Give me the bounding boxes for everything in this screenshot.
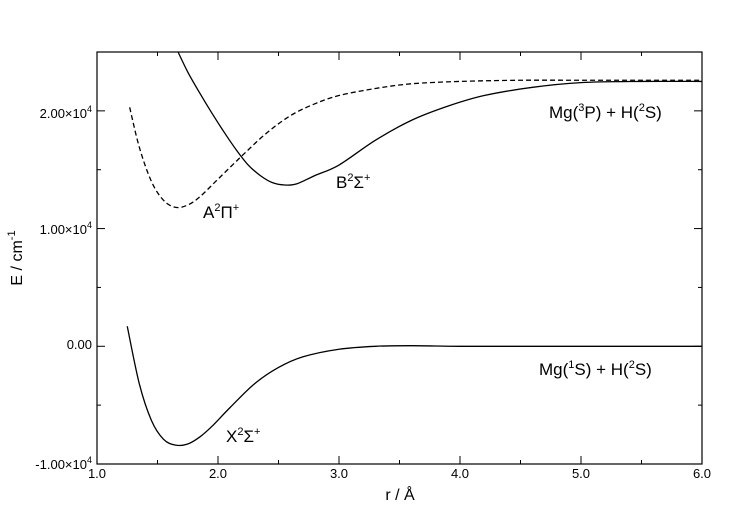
x-tick-label-1: 1.0 [88, 466, 106, 481]
y-tick-label-10000: 1.00×104 [40, 220, 92, 237]
y-axis-label-sup: -1 [6, 230, 18, 240]
y-tick-label-neg10000: -1.00×104 [35, 455, 92, 472]
x-state-curve [126, 326, 702, 447]
y-tick-mantissa: -1.00×10 [35, 457, 87, 472]
y-tick-mantissa: 1.00×10 [40, 222, 87, 237]
y-tick-exponent: 4 [87, 220, 92, 230]
y-axis-label-main: E / cm [9, 240, 26, 285]
x-axis-label: r / Å [385, 485, 415, 504]
x-state-label: X2Σ+ [226, 426, 260, 446]
b-state-curve [177, 51, 703, 186]
x-tick-label-5: 5.0 [572, 466, 590, 481]
x-tick-label-4: 4.0 [451, 466, 469, 481]
x-tick-label-2: 2.0 [209, 466, 227, 481]
b-state-label: B2Σ+ [336, 172, 370, 192]
y-tick-exponent: 4 [87, 455, 92, 465]
y-axis-label: E / cm-1 [6, 230, 26, 285]
x-tick-label-3: 3.0 [330, 466, 348, 481]
a-state-label: A2Π+ [203, 202, 239, 222]
axis-ticks [96, 52, 703, 465]
y-tick-label-0: 0.00 [67, 337, 92, 352]
curves [126, 51, 703, 447]
x-tick-label-6: 6.0 [693, 466, 711, 481]
a-state-curve [129, 79, 702, 209]
y-tick-label-20000: 2.00×104 [40, 104, 92, 121]
excited-asymptote-label: Mg(3P) + H(2S) [549, 102, 662, 122]
y-tick-exponent: 4 [87, 104, 92, 114]
ground-asymptote-label: Mg(1S) + H(2S) [539, 359, 652, 379]
y-tick-mantissa: 2.00×10 [40, 106, 87, 121]
